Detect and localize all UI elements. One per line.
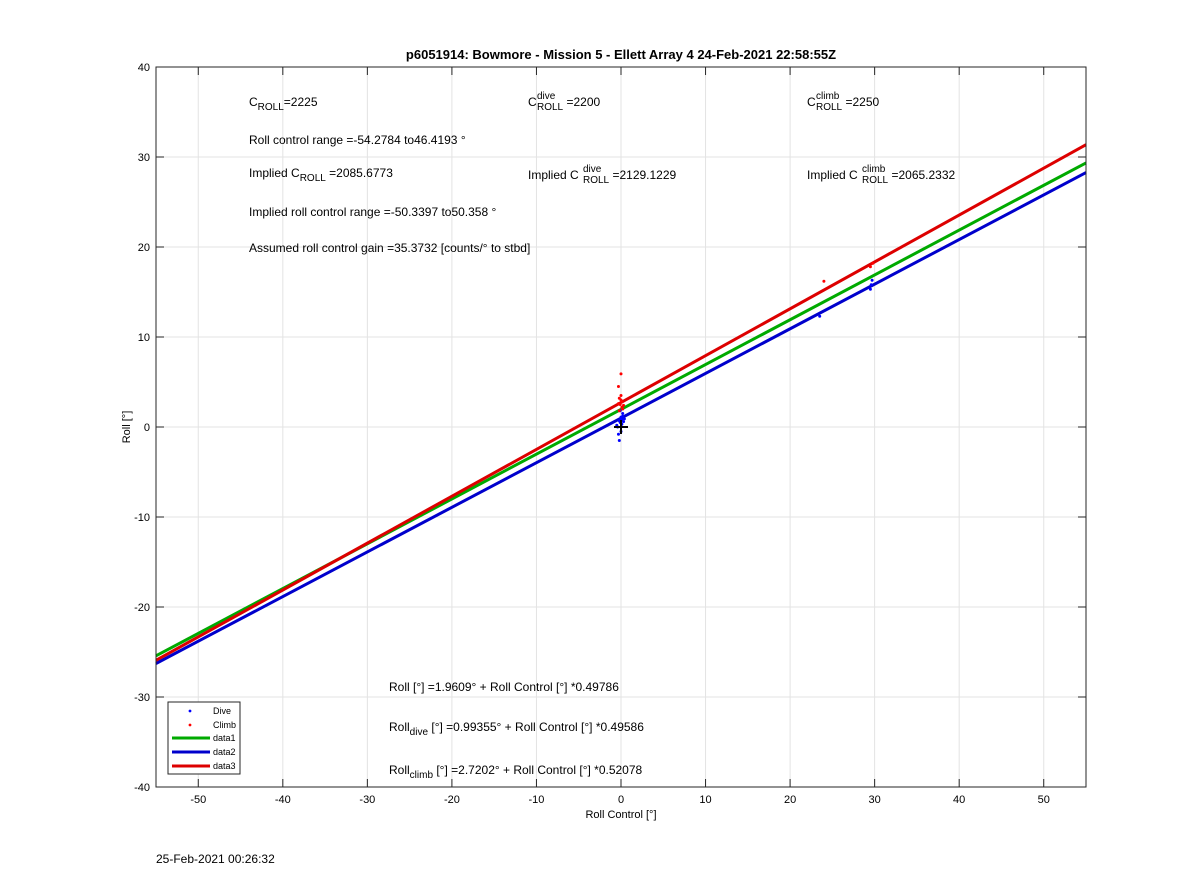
annotation-c-roll-value: =2225: [284, 95, 318, 109]
y-tick-label: 20: [138, 242, 150, 254]
y-tick-label: -40: [134, 782, 150, 794]
y-tick-label: 10: [138, 332, 150, 344]
data-point-climb: [822, 279, 826, 283]
annotation-c-roll-base: C: [249, 95, 258, 109]
annotation-implied-c-roll-sub: ROLL: [300, 173, 327, 184]
annotation-c-roll-dive-sup: dive: [537, 91, 556, 102]
x-tick-label: -20: [444, 794, 460, 806]
annotation-c-roll-dive-base: C: [528, 95, 537, 109]
legend-label-dive: Dive: [213, 706, 231, 716]
annotation-c-roll-climb-sup: climb: [816, 91, 840, 102]
annotation-fit-all: Roll [°] =1.9609° + Roll Control [°] *0.…: [389, 680, 619, 694]
data-point-dive: [869, 283, 873, 287]
annotation-implied-c-roll-value: =2085.6773: [326, 166, 393, 180]
annotation-implied-c-roll: Implied CROLL =2085.6773: [249, 166, 393, 184]
annotation-implied-c-roll-climb-value: =2065.2332: [888, 168, 955, 182]
footer-timestamp: 25-Feb-2021 00:26:32: [156, 852, 275, 866]
annotation-fit-dive: Rolldive [°] =0.99355° + Roll Control [°…: [389, 720, 644, 738]
legend-label-data3: data3: [213, 761, 236, 771]
data-point-climb: [616, 385, 620, 388]
data-point-climb: [616, 402, 620, 406]
annotation-c-roll-climb-value: =2250: [842, 95, 879, 109]
annotation-implied-c-roll-climb-pre: Implied C: [807, 168, 858, 182]
annotation-fit-dive-sub: dive: [410, 727, 429, 738]
y-tick-label: 40: [138, 62, 150, 74]
annotation-roll-control-range: Roll control range =-54.2784 to46.4193 °: [249, 133, 466, 147]
legend-label-data1: data1: [213, 733, 236, 743]
legend-marker-climb: [188, 723, 192, 727]
x-tick-label: 30: [869, 794, 881, 806]
annotation-implied-c-roll-pre: Implied C: [249, 166, 300, 180]
data-point-dive: [818, 314, 822, 318]
data-point-dive: [617, 439, 621, 442]
data-point-dive: [868, 287, 872, 291]
x-tick-label: -50: [190, 794, 206, 806]
x-tick-label: -10: [529, 794, 545, 806]
annotation-fit-climb-post: [°] =2.7202° + Roll Control [°] *0.52078: [433, 763, 643, 777]
data-point-dive: [616, 432, 620, 436]
data-point-dive: [622, 417, 626, 421]
legend-label-data2: data2: [213, 747, 236, 757]
x-tick-label: 40: [953, 794, 965, 806]
annotation-fit-dive-pre: Roll: [389, 720, 410, 734]
annotation-implied-c-roll-climb: Implied C climb ROLL =2065.2332: [807, 164, 956, 186]
annotation-c-roll: CROLL=2225: [249, 95, 318, 113]
axis-ticks: -50 -40 -30 -20 -10 0 10 20 30 40 50 -40 -30 -20 -10 0 1…: [134, 62, 1086, 806]
data-point-climb: [868, 265, 872, 269]
legend: Dive Climb data1 data2 data3: [167, 701, 241, 775]
annotation-implied-roll-range: Implied roll control range =-50.3397 to5…: [249, 205, 496, 219]
data-point-dive: [619, 415, 623, 419]
x-tick-label: 0: [618, 794, 624, 806]
data-point-climb: [619, 394, 623, 397]
data-point-dive: [621, 412, 625, 415]
annotation-c-roll-dive-sub: ROLL: [537, 102, 564, 113]
data-point-climb: [619, 398, 623, 402]
annotation-fit-dive-post: [°] =0.99355° + Roll Control [°] *0.4958…: [428, 720, 644, 734]
annotation-assumed-gain: Assumed roll control gain =35.3732 [coun…: [249, 241, 530, 255]
x-tick-label: -40: [275, 794, 291, 806]
data-point-climb: [617, 409, 621, 413]
annotation-implied-c-roll-dive-pre: Implied C: [528, 168, 579, 182]
chart-title: p6051914: Bowmore - Mission 5 - Ellett A…: [406, 47, 836, 62]
annotation-c-roll-sub: ROLL: [258, 102, 285, 113]
legend-marker-dive: [188, 709, 192, 713]
data-point-climb: [871, 261, 875, 265]
data-point-dive: [622, 420, 626, 424]
annotation-implied-c-roll-dive-value: =2129.1229: [609, 168, 676, 182]
y-tick-label: 30: [138, 152, 150, 164]
y-axis-label: Roll [°]: [121, 411, 133, 444]
annotation-fit-climb-sub: climb: [410, 770, 434, 781]
annotation-c-roll-climb-base: C: [807, 95, 816, 109]
data-point-climb: [622, 403, 626, 407]
annotation-implied-c-roll-dive-sub: ROLL: [583, 175, 610, 186]
y-tick-label: -20: [134, 602, 150, 614]
data-point-dive: [870, 278, 874, 282]
annotation-c-roll-dive: Cdive ROLL =2200: [528, 91, 600, 113]
annotation-fit-climb: Rollclimb [°] =2.7202° + Roll Control [°…: [389, 763, 643, 781]
annotation-implied-c-roll-climb-sup: climb: [862, 164, 886, 175]
y-tick-label: -30: [134, 692, 150, 704]
annotation-c-roll-climb-sub: ROLL: [816, 102, 843, 113]
x-tick-label: 10: [699, 794, 711, 806]
x-tick-label: 20: [784, 794, 796, 806]
x-axis-label: Roll Control [°]: [585, 809, 656, 821]
annotation-implied-c-roll-dive-sup: dive: [583, 164, 602, 175]
plot-content: [155, 143, 1087, 665]
annotation-c-roll-dive-value: =2200: [563, 95, 600, 109]
annotation-c-roll-climb: Cclimb ROLL =2250: [807, 91, 879, 113]
annotation-implied-c-roll-climb-sub: ROLL: [862, 175, 889, 186]
y-tick-label: 0: [144, 422, 150, 434]
x-tick-label: -30: [359, 794, 375, 806]
data-point-climb: [619, 372, 623, 376]
y-tick-label: -10: [134, 512, 150, 524]
legend-label-climb: Climb: [213, 720, 236, 730]
annotation-implied-c-roll-dive: Implied C dive ROLL =2129.1229: [528, 164, 677, 186]
x-tick-label: 50: [1038, 794, 1050, 806]
annotation-fit-climb-pre: Roll: [389, 763, 410, 777]
